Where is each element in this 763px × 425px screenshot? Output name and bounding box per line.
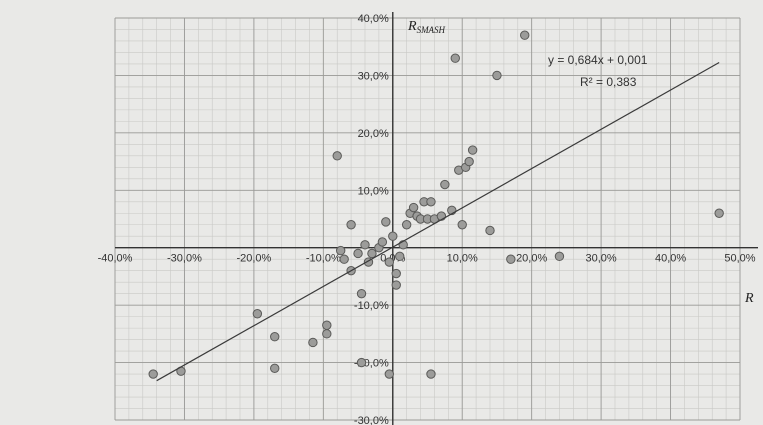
data-point <box>464 156 474 167</box>
data-point <box>322 320 332 330</box>
data-point <box>360 240 370 250</box>
data-point <box>554 251 565 262</box>
data-point <box>356 357 367 368</box>
x-tick-label: 30,0% <box>586 253 617 265</box>
x-tick-label: -40,0% <box>98 253 133 265</box>
y-tick-label: -30,0% <box>354 415 389 425</box>
data-point <box>395 251 405 262</box>
data-point <box>492 70 502 81</box>
data-point <box>346 220 356 230</box>
data-point <box>401 220 412 230</box>
y-tick-label: 40,0% <box>358 13 389 25</box>
r-squared-label: R² = 0,383 <box>580 75 637 89</box>
x-axis-title: R <box>744 291 754 306</box>
data-point <box>367 248 377 259</box>
trendline <box>156 61 720 382</box>
data-point <box>440 179 450 190</box>
data-point <box>381 217 391 227</box>
data-point <box>520 30 530 40</box>
y-tick-label: -10,0% <box>354 300 389 312</box>
x-tick-label: 40,0% <box>655 253 686 265</box>
y-tick-label: 20,0% <box>358 128 389 140</box>
x-tick-labels: -40,0% -30,0% -20,0% -10,0% 0,0% 10,0% 20,0% 30… <box>98 253 756 265</box>
data-point <box>384 369 395 379</box>
x-tick-label: 20,0% <box>516 253 547 265</box>
data-point <box>485 225 495 236</box>
y-axis-title-subscript: SMASH <box>417 25 446 35</box>
data-point <box>408 202 419 213</box>
trendline-equation: y = 0,684x + 0,001 <box>548 53 648 67</box>
data-point <box>322 329 332 339</box>
data-point <box>270 363 280 374</box>
data-point <box>308 337 318 348</box>
y-tick-label: 30,0% <box>358 70 389 82</box>
y-axis-title-main: R <box>407 19 417 34</box>
data-point <box>467 145 478 155</box>
data-point <box>457 220 467 230</box>
data-points <box>148 30 724 379</box>
axes <box>115 12 758 425</box>
data-point <box>384 257 395 267</box>
data-point <box>391 280 401 290</box>
data-point <box>339 254 349 264</box>
data-point <box>335 245 346 256</box>
data-point <box>270 332 280 342</box>
data-point <box>353 248 363 259</box>
data-point <box>714 208 724 218</box>
data-point <box>377 237 388 247</box>
data-point <box>332 151 342 161</box>
x-tick-label: -30,0% <box>167 253 202 265</box>
x-tick-label: -10,0% <box>306 253 341 265</box>
data-point <box>506 254 516 264</box>
x-tick-label: -20,0% <box>236 253 271 265</box>
data-point <box>391 268 401 279</box>
data-point <box>450 53 460 63</box>
data-point <box>356 288 367 299</box>
y-axis-title: RSMASH <box>407 19 446 35</box>
data-point <box>426 197 436 207</box>
x-tick-label: 10,0% <box>447 253 478 265</box>
data-point <box>252 309 263 319</box>
data-point <box>388 231 398 241</box>
data-point <box>426 369 436 379</box>
data-point <box>148 369 158 379</box>
x-tick-label: 50,0% <box>724 253 755 265</box>
y-tick-label: 10,0% <box>358 185 389 197</box>
